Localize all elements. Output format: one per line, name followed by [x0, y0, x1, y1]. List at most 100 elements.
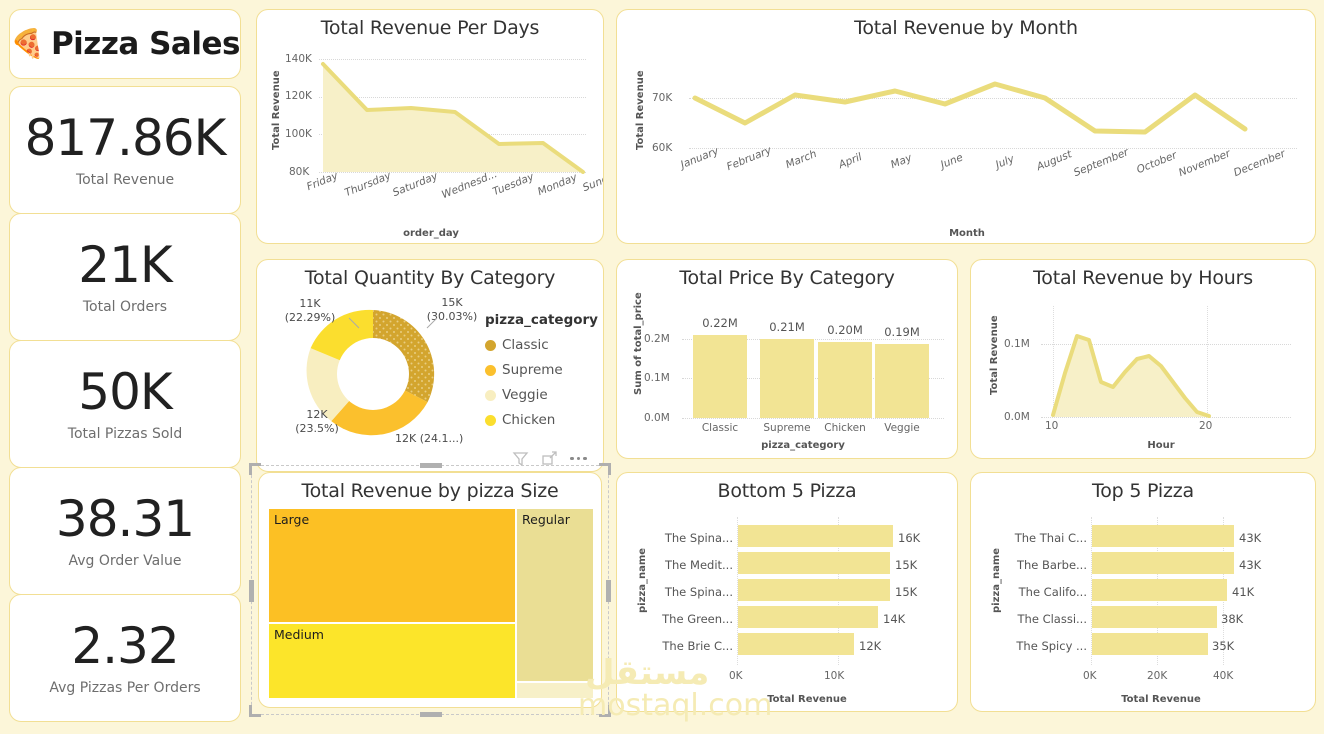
chart-card-top-5-pizza[interactable]: Top 5 Pizza pizza_name The Thai C... The… — [970, 472, 1316, 712]
bar-data-label: 43K — [1239, 558, 1262, 572]
kpi-card-total-orders[interactable]: 21K Total Orders — [9, 213, 241, 341]
bar-data-label: 15K — [895, 558, 918, 572]
line-series-revenue-by-month — [692, 81, 1248, 135]
focus-mode-icon[interactable] — [541, 450, 558, 467]
x-axis-label: Month — [949, 228, 985, 239]
vertical-gridline — [1207, 306, 1208, 417]
donut-data-label-chicken: 11K (22.29%) — [284, 297, 336, 324]
x-tick: Thursday — [343, 169, 393, 200]
y-tick: 0.2M — [644, 333, 670, 345]
gridline — [689, 148, 1297, 149]
gridline — [689, 98, 1297, 99]
x-tick: Saturday — [391, 170, 440, 200]
resize-handle-top[interactable] — [420, 463, 442, 468]
treemap-tile-large[interactable]: Large — [269, 509, 515, 622]
category-label[interactable]: The Brie C... — [662, 639, 733, 653]
bar-data-label: 0.20M — [827, 323, 863, 337]
resize-handle-left[interactable] — [249, 580, 254, 602]
resize-handle-bottom-right[interactable] — [599, 705, 611, 717]
bar-data-label: 15K — [895, 585, 918, 599]
category-label[interactable]: The Barbe... — [1016, 558, 1087, 572]
bar-data-label: 16K — [898, 531, 921, 545]
kpi-value: 50K — [78, 362, 172, 421]
category-label[interactable]: The Thai C... — [1014, 531, 1087, 545]
x-tick: Veggie — [884, 422, 920, 434]
bar-row[interactable] — [1092, 525, 1234, 547]
bar-row[interactable] — [1092, 552, 1234, 574]
kpi-label: Avg Order Value — [68, 552, 182, 569]
chart-card-quantity-by-category[interactable]: Total Quantity By Category 11K (22.29%) — [256, 259, 604, 472]
resize-handle-right[interactable] — [606, 580, 611, 602]
legend-item-classic[interactable]: Classic — [485, 337, 598, 353]
legend-item-label: Chicken — [502, 412, 556, 428]
x-tick: 10K — [824, 670, 845, 682]
kpi-card-total-revenue[interactable]: 817.86K Total Revenue — [9, 86, 241, 214]
chart-title: Total Revenue Per Days — [320, 17, 540, 39]
resize-handle-bottom[interactable] — [420, 712, 442, 717]
more-options-icon[interactable] — [570, 456, 587, 461]
legend-color-swatch — [485, 364, 496, 376]
bar-data-label: 0.22M — [702, 316, 738, 330]
legend-item-chicken[interactable]: Chicken — [485, 412, 598, 428]
resize-handle-top-right[interactable] — [599, 463, 611, 475]
bar-row[interactable] — [1092, 606, 1217, 628]
bar-chicken[interactable] — [818, 342, 872, 418]
category-label[interactable]: The Green... — [662, 612, 733, 626]
y-tick: 70K — [652, 92, 673, 104]
gridline — [682, 418, 944, 419]
legend-item-label: Classic — [502, 337, 549, 353]
treemap-tile-small[interactable] — [517, 683, 593, 698]
y-tick: 0.0M — [1004, 411, 1030, 423]
vertical-gridline — [1091, 517, 1092, 665]
gridline — [319, 97, 586, 98]
category-label[interactable]: The Spicy ... — [1016, 639, 1087, 653]
y-tick: 0.1M — [1004, 338, 1030, 350]
category-label[interactable]: The Califo... — [1018, 585, 1087, 599]
legend-item-veggie[interactable]: Veggie — [485, 387, 598, 403]
chart-card-price-by-category[interactable]: Total Price By Category Sum of total_pri… — [616, 259, 958, 459]
x-axis-label: Total Revenue — [1121, 694, 1201, 705]
bar-row[interactable] — [1092, 579, 1227, 601]
category-label[interactable]: The Medit... — [664, 558, 733, 572]
resize-handle-bottom-left[interactable] — [249, 705, 261, 717]
chart-card-revenue-by-pizza-size[interactable]: Total Revenue by pizza Size Large Medium… — [258, 472, 602, 708]
category-label[interactable]: The Spina... — [664, 585, 733, 599]
bar-row[interactable] — [1092, 633, 1208, 655]
legend-item-supreme[interactable]: Supreme — [485, 362, 598, 378]
bar-row[interactable] — [738, 633, 854, 655]
bar-data-label: 38K — [1221, 612, 1244, 626]
treemap-tile-medium[interactable]: Medium — [269, 624, 515, 698]
x-tick: 40K — [1213, 670, 1234, 682]
x-axis-label: pizza_category — [761, 440, 845, 451]
chart-card-revenue-by-hours[interactable]: Total Revenue by Hours Total Revenue 0.1… — [970, 259, 1316, 459]
kpi-card-total-pizzas-sold[interactable]: 50K Total Pizzas Sold — [9, 340, 241, 468]
kpi-label: Total Orders — [82, 298, 168, 315]
resize-handle-top-left[interactable] — [249, 463, 261, 475]
bar-row[interactable] — [738, 579, 890, 601]
kpi-card-avg-order-value[interactable]: 38.31 Avg Order Value — [9, 467, 241, 595]
bar-row[interactable] — [738, 525, 893, 547]
legend-color-swatch — [485, 414, 496, 426]
treemap-tile-regular[interactable]: Regular — [517, 509, 593, 681]
bar-veggie[interactable] — [875, 344, 929, 418]
treemap-tile-label: Medium — [274, 627, 324, 642]
y-tick: 0.0M — [644, 412, 670, 424]
x-tick: 10 — [1045, 420, 1059, 432]
dashboard-title: Pizza Sales — [50, 26, 240, 62]
chart-card-revenue-by-month[interactable]: Total Revenue by Month Total Revenue 70K… — [616, 9, 1316, 244]
y-axis-label: Sum of total_price — [633, 292, 644, 395]
y-axis-label: Total Revenue — [271, 70, 282, 150]
bar-data-label: 41K — [1232, 585, 1255, 599]
bar-row[interactable] — [738, 552, 890, 574]
chart-card-bottom-5-pizza[interactable]: Bottom 5 Pizza pizza_name The Spina... T… — [616, 472, 958, 712]
x-tick: 20 — [1199, 420, 1213, 432]
chart-card-revenue-per-days[interactable]: Total Revenue Per Days Total Revenue 140… — [256, 9, 604, 244]
category-label[interactable]: The Spina... — [664, 531, 733, 545]
kpi-card-avg-pizzas-per-orders[interactable]: 2.32 Avg Pizzas Per Orders — [9, 594, 241, 722]
bar-classic[interactable] — [693, 335, 747, 418]
category-label[interactable]: The Classi... — [1017, 612, 1087, 626]
bar-data-label: 43K — [1239, 531, 1262, 545]
legend-color-swatch — [485, 389, 496, 401]
bar-row[interactable] — [738, 606, 878, 628]
bar-supreme[interactable] — [760, 339, 814, 418]
